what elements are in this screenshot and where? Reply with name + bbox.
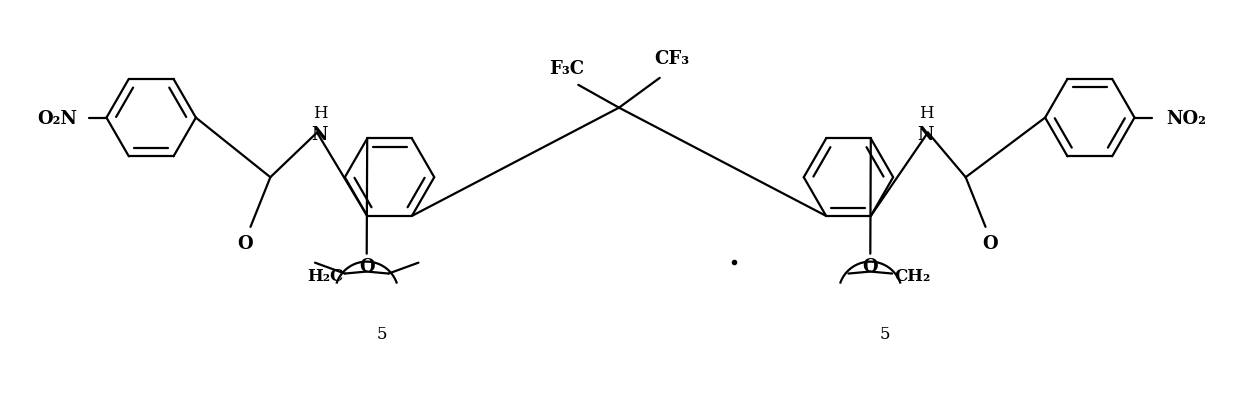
Text: N: N <box>311 126 327 144</box>
Text: NO₂: NO₂ <box>1166 109 1207 127</box>
Text: 5: 5 <box>377 325 387 342</box>
Text: 5: 5 <box>880 325 891 342</box>
Text: H: H <box>918 105 933 122</box>
Text: O: O <box>238 234 253 252</box>
Text: N: N <box>918 126 934 144</box>
Text: F₃C: F₃C <box>549 60 584 78</box>
Text: O₂N: O₂N <box>37 109 77 127</box>
Text: CF₃: CF₃ <box>654 50 689 68</box>
Text: O: O <box>359 257 374 275</box>
Text: CH₂: CH₂ <box>893 267 930 284</box>
Text: H: H <box>312 105 327 122</box>
Text: H₂C: H₂C <box>307 267 343 284</box>
Text: O: O <box>862 257 878 275</box>
Text: O: O <box>983 234 999 252</box>
